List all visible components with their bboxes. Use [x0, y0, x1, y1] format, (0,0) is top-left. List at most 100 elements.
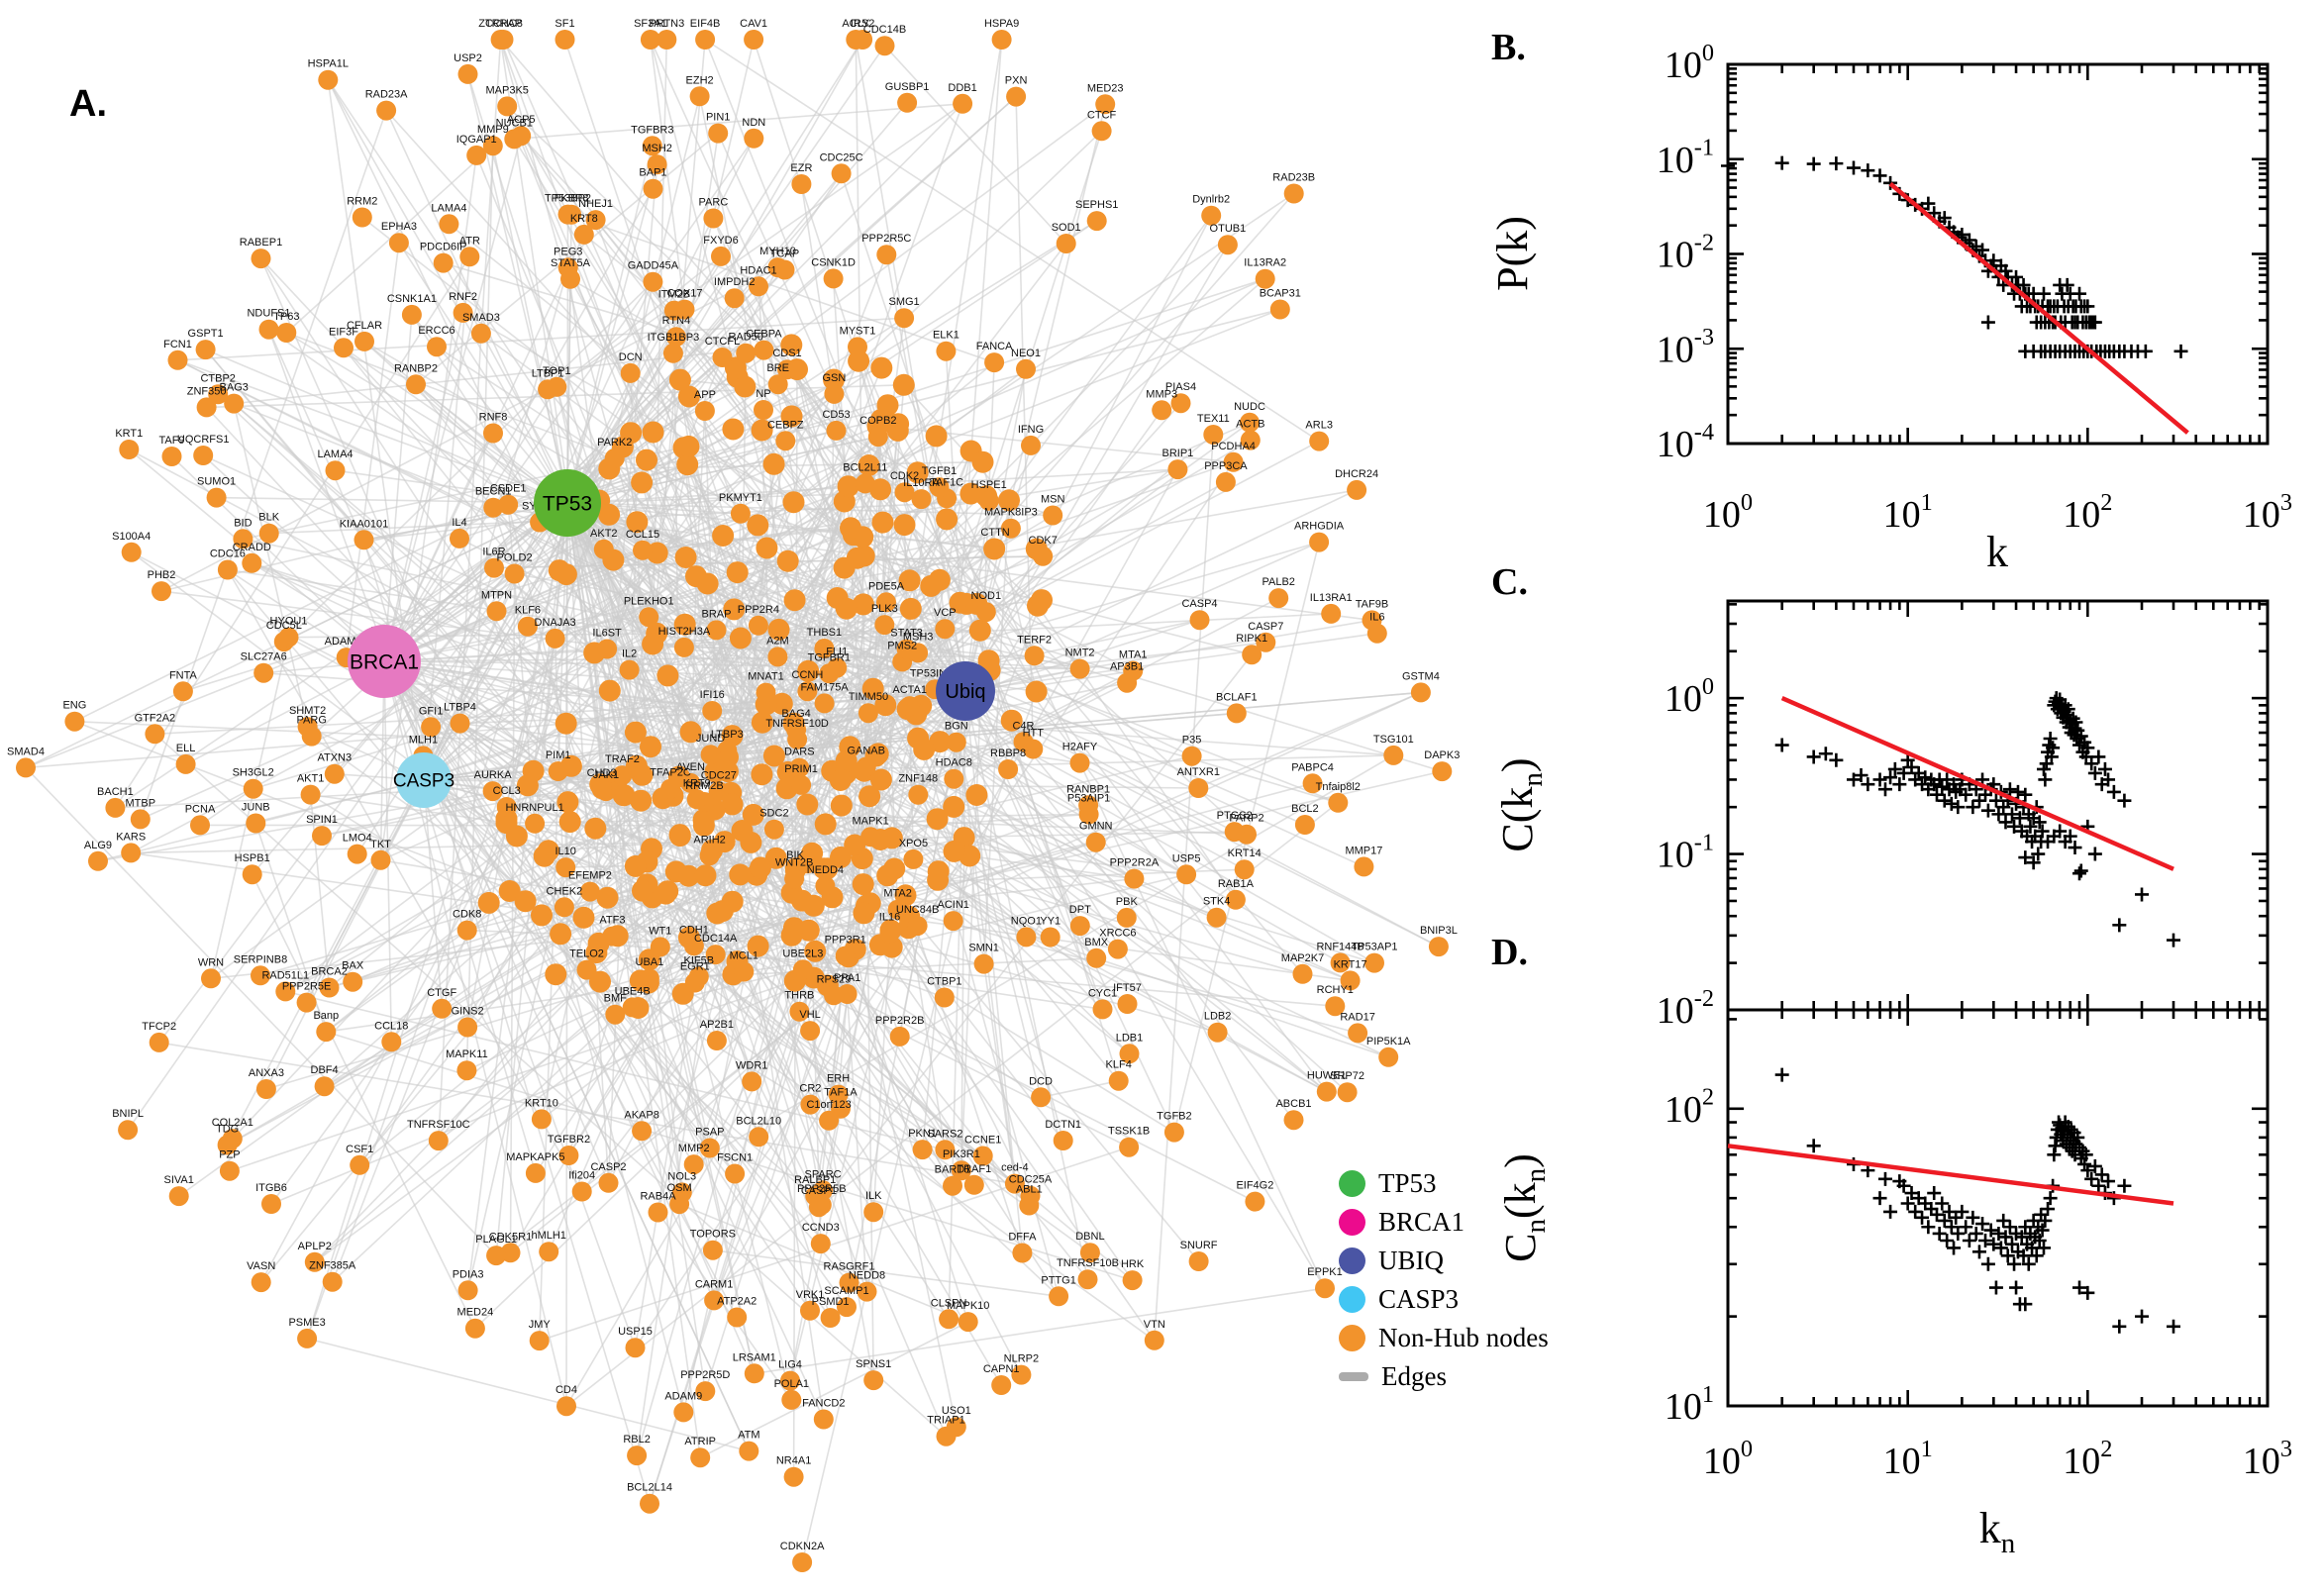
- network-node: [823, 368, 845, 391]
- network-node-label: MMP3: [1146, 388, 1177, 400]
- network-node-label: PTTG1: [1041, 1274, 1075, 1286]
- network-node-label: PSME3: [288, 1317, 325, 1329]
- network-node: [432, 998, 453, 1019]
- network-node: [789, 757, 810, 778]
- network-edge: [565, 502, 568, 1407]
- network-node: [464, 1318, 485, 1339]
- network-node: [466, 145, 487, 165]
- data-point: [2004, 807, 2019, 822]
- network-node-label: GUSBP1: [885, 81, 930, 93]
- network-node: [800, 1300, 820, 1321]
- network-node: [545, 628, 565, 648]
- network-node-label: TRRAP: [485, 18, 522, 30]
- data-point: [1996, 1213, 2011, 1228]
- network-edge: [675, 336, 966, 692]
- network-node-label: CCNE1: [964, 1135, 1001, 1147]
- network-node-label: MCL1: [730, 950, 758, 962]
- network-node: [696, 572, 719, 595]
- network-node: [255, 1079, 276, 1099]
- network-node-label: LIG4: [778, 1359, 802, 1371]
- network-node: [880, 827, 903, 849]
- network-node-label: SNURF: [1180, 1240, 1218, 1251]
- data-point: [1854, 768, 1868, 783]
- network-node: [837, 475, 859, 498]
- network-node-label: DBF4: [311, 1064, 339, 1076]
- network-node: [777, 359, 797, 380]
- network-node: [525, 1162, 546, 1183]
- network-edge: [383, 660, 797, 731]
- network-node: [276, 323, 297, 343]
- network-node: [643, 271, 663, 292]
- network-node: [699, 846, 720, 866]
- y-tick-label: 10-1: [1657, 135, 1714, 181]
- network-node-label: YY1: [1040, 916, 1060, 928]
- network-edge: [358, 774, 644, 1166]
- network-node-label: LDB1: [1116, 1032, 1144, 1044]
- network-node: [612, 765, 633, 786]
- network-node: [1053, 1131, 1073, 1150]
- data-point: [2078, 1147, 2093, 1162]
- network-node: [401, 304, 422, 325]
- data-point: [1980, 1256, 1995, 1271]
- network-node: [835, 946, 856, 966]
- network-node: [1215, 471, 1236, 492]
- y-tick-label: 10-1: [1657, 829, 1714, 875]
- panel-c-label: C.: [1491, 561, 1528, 603]
- network-edge: [751, 927, 795, 1082]
- network-node: [906, 461, 929, 484]
- network-node: [985, 538, 1006, 558]
- network-node-label: ZCCHC8: [478, 18, 523, 30]
- network-node-label: MYST1: [840, 325, 876, 337]
- network-edge: [177, 317, 905, 361]
- network-node-label: UBE2L3: [782, 948, 823, 959]
- network-edge: [566, 502, 1097, 959]
- network-node: [301, 726, 322, 747]
- data-point: [2173, 344, 2188, 358]
- network-node: [1092, 999, 1113, 1020]
- network-node-label: PLK3: [871, 603, 898, 615]
- data-point: [1944, 796, 1959, 811]
- network-edge: [566, 502, 634, 1008]
- network-node: [639, 968, 659, 989]
- network-node: [498, 880, 521, 902]
- network-node: [705, 945, 726, 965]
- network-node: [958, 1312, 978, 1333]
- network-node: [556, 857, 576, 878]
- data-point: [1940, 1233, 1955, 1247]
- network-node-label: HSPB1: [235, 852, 270, 864]
- network-node: [744, 30, 764, 50]
- neighborhood-connectivity-chart: 100 101 102 103 102 101 kn Cn(kn): [1496, 1008, 2292, 1559]
- data-point: [1991, 807, 2006, 822]
- y-tick-label: 10-3: [1657, 324, 1714, 370]
- network-node-label: EGR1: [680, 961, 710, 973]
- network-node: [557, 257, 578, 278]
- network-node-label: ELK1: [933, 330, 960, 342]
- network-node: [712, 348, 733, 367]
- data-point: [1966, 800, 1980, 815]
- network-node: [354, 331, 374, 351]
- network-node-label: CDC25C: [820, 151, 863, 163]
- network-node: [1315, 1278, 1335, 1299]
- network-edge: [566, 45, 886, 504]
- network-node-label: CSNK1A1: [387, 293, 437, 305]
- network-node: [275, 981, 296, 1002]
- network-node-label: PIAS4: [1165, 381, 1196, 393]
- network-edge: [363, 502, 568, 542]
- network-node-label: PPP2R2A: [1110, 857, 1160, 869]
- network-node-label: ACTB: [1236, 419, 1264, 431]
- network-node-label: CDKN2A: [780, 1541, 825, 1552]
- network-node-label: NDN: [742, 117, 765, 129]
- network-node-label: CASP7: [1248, 621, 1283, 633]
- network-node-label: ALG9: [84, 840, 112, 851]
- data-point: [2064, 1122, 2078, 1137]
- network-node-label: PCDHA4: [1211, 441, 1256, 452]
- network-edge: [423, 779, 1199, 789]
- network-edge: [177, 359, 568, 504]
- network-node-label: GSN: [822, 372, 846, 384]
- network-node-label: GMNN: [1079, 821, 1113, 833]
- x-tick-label: 103: [2243, 489, 2292, 536]
- data-point: [1951, 800, 1966, 815]
- network-node: [787, 729, 808, 749]
- network-node-label: BMX: [1084, 937, 1109, 948]
- data-point: [1935, 1196, 1950, 1211]
